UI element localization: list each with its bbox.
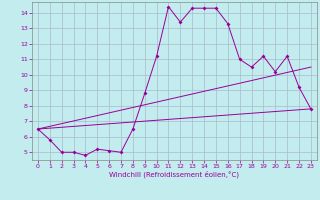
X-axis label: Windchill (Refroidissement éolien,°C): Windchill (Refroidissement éolien,°C) — [109, 171, 239, 178]
